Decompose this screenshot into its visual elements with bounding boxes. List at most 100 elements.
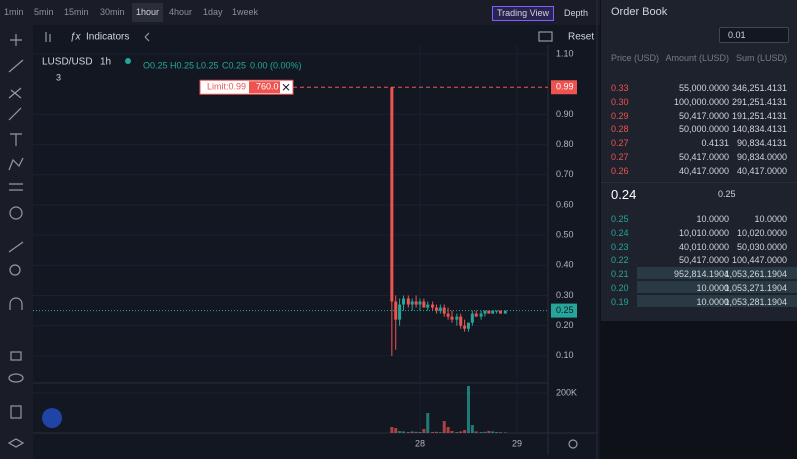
- timeframe-button[interactable]: 30min: [100, 7, 125, 17]
- timeframe-button[interactable]: 1min: [4, 7, 24, 17]
- volume-bar: [459, 431, 463, 433]
- last-price-label: 0.25: [556, 305, 574, 315]
- asks-cell: 50,417.0000: [678, 110, 729, 121]
- emoji-icon: [9, 206, 23, 220]
- x-tick-label: 29: [512, 438, 522, 448]
- candle-body: [470, 313, 474, 323]
- volume-bar: [398, 431, 402, 433]
- candle-body: [434, 307, 438, 311]
- column-header: Sum (LUSD): [735, 53, 787, 63]
- undo-icon: [144, 32, 150, 42]
- fx-icon: ƒx: [70, 32, 82, 43]
- y-tick-label: 0.20: [556, 320, 574, 330]
- bids-cell: 100,447.0000: [731, 255, 787, 266]
- bids-cell: 10.0000: [754, 214, 787, 224]
- y-tick-label: 0.60: [556, 199, 574, 209]
- asks-cell: 0.29: [611, 110, 629, 121]
- asks-cell: 291,251.4131: [731, 96, 787, 107]
- volume-bar: [455, 432, 459, 433]
- volume-bar: [394, 428, 398, 433]
- bars-icon: [45, 32, 51, 42]
- candle-body: [450, 316, 454, 320]
- bids-cell: 10.0000: [696, 283, 729, 293]
- depth-bar: [637, 294, 797, 307]
- order-book: Order Book 0.01 0.24 0.25 Price (USD) Amo…: [601, 0, 797, 321]
- volume-bar: [474, 431, 478, 433]
- y-tick-label: 0.70: [556, 169, 574, 179]
- toolbar-button[interactable]: Trading View: [492, 6, 554, 21]
- ruler-icon: [8, 241, 24, 253]
- candle-body: [426, 304, 430, 308]
- bids-cell: 10,010.0000: [678, 227, 729, 238]
- order-book-title: Order Book: [611, 6, 668, 18]
- y-tick-label: 0.40: [556, 260, 574, 270]
- timeframe-button[interactable]: 1week: [232, 7, 259, 17]
- step-select[interactable]: 0.01: [719, 27, 789, 43]
- asks-cell: 50,417.0000: [678, 152, 729, 162]
- measure-icon: [9, 183, 23, 191]
- bids-cell: 50,417.0000: [678, 255, 729, 266]
- candle-body: [410, 301, 414, 305]
- timeframe-button[interactable]: 1hour: [132, 3, 164, 22]
- candle-body: [394, 301, 398, 320]
- asks-cell: 0.33: [611, 83, 629, 93]
- timeframe-button[interactable]: 1day: [203, 7, 223, 17]
- candle-body: [498, 310, 502, 314]
- asks-cell: 40,417.0000: [736, 165, 787, 176]
- interval: 1h: [100, 57, 111, 68]
- layers-icon: [7, 438, 25, 448]
- order-label: Limit:0.99: [207, 82, 246, 92]
- y-tick-label: 0.50: [556, 230, 574, 240]
- magnet-icon: [9, 297, 23, 310]
- asks-cell: 0.28: [611, 124, 629, 135]
- timeframe-button[interactable]: 15min: [64, 7, 89, 17]
- candle-body: [483, 310, 487, 314]
- candle-body: [438, 307, 442, 311]
- volume-bar: [426, 413, 430, 433]
- bids-cell: 40,010.0000: [678, 241, 729, 252]
- asks-cell: 0.27: [611, 152, 629, 162]
- brush-icon: [8, 107, 22, 121]
- indicators-button[interactable]: Indicators: [86, 32, 129, 43]
- reset-button[interactable]: Reset: [568, 32, 594, 43]
- candle-body: [414, 301, 418, 305]
- ohlc-value: O0.25: [143, 60, 168, 70]
- candle-body: [495, 310, 499, 312]
- bids-cell: 0.25: [611, 214, 629, 224]
- depth-bar: [637, 267, 797, 280]
- asks-cell: 346,251.4131: [731, 83, 787, 93]
- text-icon: [10, 133, 22, 146]
- candle-body: [398, 304, 402, 320]
- tool-icons: [7, 31, 578, 449]
- candle-body: [446, 313, 450, 317]
- candle-body: [503, 310, 507, 314]
- asks-cell: 55,000.0000: [678, 83, 729, 93]
- asks-cell: 50,000.0000: [678, 124, 729, 135]
- bids-cell: 10.0000: [696, 214, 729, 224]
- timeframe-button[interactable]: 5min: [34, 7, 54, 17]
- lock-icon: [10, 351, 22, 361]
- volume-bar: [410, 431, 414, 433]
- toolbar-button[interactable]: Depth: [563, 8, 589, 18]
- column-header: Amount (LUSD): [665, 53, 729, 63]
- candle-body: [431, 304, 435, 308]
- volume-bar: [491, 431, 495, 433]
- limit-price-box: [551, 80, 577, 95]
- bids-cell: 10.0000: [696, 296, 729, 307]
- asks-cell: 40,417.0000: [678, 165, 729, 176]
- ohlc-value: H0.25: [170, 60, 194, 70]
- limit-price-label: 0.99: [556, 82, 574, 92]
- volume-bar: [487, 431, 491, 433]
- pattern-icon: [8, 157, 24, 171]
- zoom-icon: [9, 264, 21, 276]
- order-qty-box: [249, 81, 280, 94]
- volume-tick-label: 200K: [556, 387, 577, 397]
- candle-body: [466, 322, 470, 329]
- mid-price: 0.24: [611, 187, 637, 202]
- y-tick-label: 0.10: [556, 350, 574, 360]
- eye-icon: [8, 373, 24, 383]
- volume-bar: [434, 431, 438, 433]
- timeframe-button[interactable]: 4hour: [169, 7, 193, 17]
- bids-cell: 0.22: [611, 255, 629, 266]
- depth-bar: [637, 281, 797, 293]
